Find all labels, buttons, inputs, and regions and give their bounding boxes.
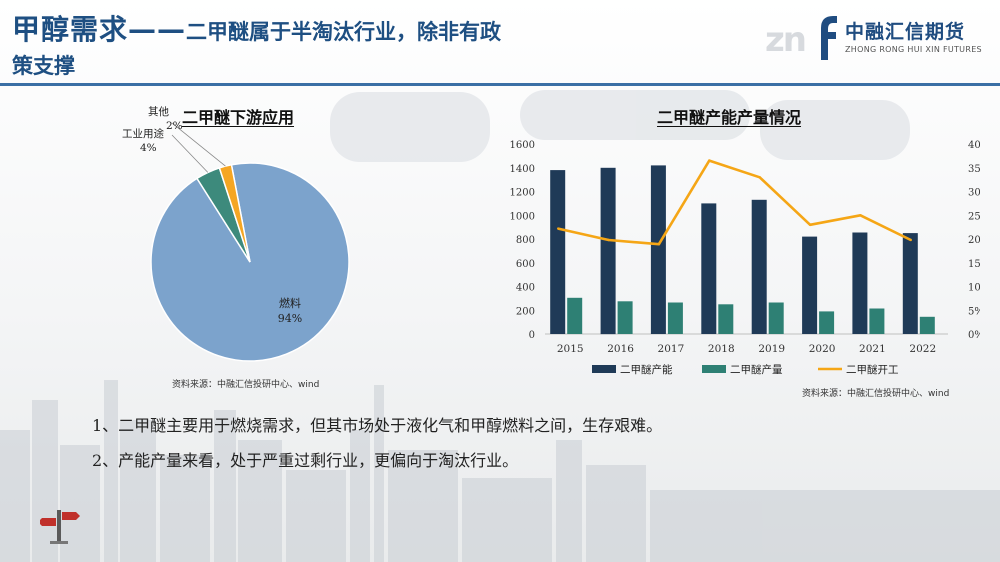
legend-label-0: 二甲醚产能	[620, 363, 673, 376]
bar-0-2	[650, 165, 666, 334]
y2-tick-0: 0%	[968, 330, 980, 341]
pie-label-1: 工业用途	[122, 127, 164, 140]
y2-tick-8: 40%	[968, 140, 980, 151]
bar-1-5	[819, 311, 835, 334]
y-tick-8: 1600	[510, 140, 535, 151]
bar-1-1	[617, 301, 633, 334]
pie-value-1: 4%	[140, 142, 157, 154]
company-logo: zn 中融汇信期货 ZHONG RONG HUI XIN FUTURES	[765, 14, 990, 64]
bar-1-0	[567, 297, 583, 334]
bar-0-0	[550, 170, 566, 334]
header-divider	[0, 83, 1000, 86]
bullet-2: 2、产能产量来看，处于严重过剩行业，更偏向于淘汰行业。	[92, 451, 519, 470]
y2-tick-2: 10%	[968, 283, 980, 294]
pie-label-0: 燃料	[279, 296, 301, 310]
x-tick-5: 2020	[809, 343, 836, 355]
x-tick-6: 2021	[859, 343, 886, 355]
title-line2: 策支撑	[12, 54, 75, 78]
line-series	[557, 159, 912, 246]
line-point-4	[758, 176, 761, 179]
bar-0-1	[600, 167, 616, 335]
title-sub: 二甲醚属于半淘汰行业，除非有政	[186, 20, 502, 44]
legend-label-1: 二甲醚产量	[730, 363, 783, 376]
signpost-icon	[40, 510, 80, 544]
bar-1-2	[667, 302, 683, 334]
x-tick-3: 2018	[708, 343, 735, 355]
bar-chart: 0 200 400 600 800 1000 1200 1400 1600 0% 5% 10% 15% 2…	[510, 140, 980, 376]
bar-1-4	[768, 302, 784, 334]
logo-f-icon	[821, 16, 837, 60]
y-tick-4: 800	[516, 235, 535, 246]
y-tick-0: 0	[529, 330, 535, 341]
y-tick-2: 400	[516, 283, 535, 294]
x-tick-4: 2019	[758, 343, 785, 355]
y2-tick-1: 5%	[968, 306, 980, 317]
y-tick-1: 200	[516, 306, 535, 317]
bullet-1: 1、二甲醚主要用于燃烧需求，但其市场处于液化气和甲醇燃料之间，生存艰难。	[92, 416, 663, 435]
line-point-1	[607, 238, 610, 242]
pie-value-0: 94%	[278, 312, 302, 325]
x-tick-2: 2017	[658, 343, 685, 355]
bar-0-4	[751, 199, 767, 334]
y-tick-7: 1400	[510, 164, 535, 175]
y2-tick-5: 25%	[968, 211, 980, 222]
line-point-0	[557, 227, 560, 230]
bar-1-6	[869, 308, 885, 334]
pie-value-2: 2%	[166, 120, 183, 132]
pie-leader-1	[171, 134, 209, 173]
x-tick-0: 2015	[557, 343, 584, 355]
line-point-5	[808, 223, 812, 226]
title-main: 甲醇需求——	[12, 13, 187, 46]
bar-0-6	[852, 232, 868, 334]
y2-tick-6: 30%	[968, 188, 980, 199]
line-point-3	[708, 159, 711, 162]
line-point-7	[909, 238, 912, 242]
y-tick-6: 1200	[510, 188, 535, 199]
y2-tick-3: 15%	[968, 259, 980, 270]
logo-name-cn: 中融汇信期货	[845, 21, 966, 43]
page-title: 甲醇需求——二甲醚属于半淘汰行业，除非有政 策支撑	[12, 8, 712, 80]
x-tick-1: 2016	[607, 343, 634, 355]
y2-tick-7: 35%	[968, 164, 980, 175]
pie-chart: 燃料 94% 工业用途 4% 其他 2%	[122, 105, 350, 362]
logo-mark: zn	[765, 20, 807, 60]
legend-swatch-1	[702, 365, 726, 373]
bar-0-5	[802, 236, 818, 334]
line-point-2	[657, 243, 661, 246]
y-tick-5: 1000	[510, 211, 535, 222]
pie-chart-source: 资料来源：中融汇信投研中心、wind	[172, 380, 320, 390]
bar-1-7	[919, 316, 935, 334]
y-tick-3: 600	[516, 259, 535, 270]
line-point-6	[859, 214, 862, 217]
pie-leader-2	[171, 122, 226, 167]
legend-label-2: 二甲醚开工	[846, 363, 899, 376]
logo-name-en: ZHONG RONG HUI XIN FUTURES	[845, 45, 982, 54]
pie-chart-title: 二甲醚下游应用	[182, 108, 295, 127]
pie-label-2: 其他	[148, 105, 169, 118]
bar-0-3	[701, 203, 717, 334]
bar-0-7	[902, 233, 918, 334]
bar-1-3	[718, 304, 734, 334]
x-tick-7: 2022	[909, 343, 936, 355]
bar-chart-title: 二甲醚产能产量情况	[657, 108, 802, 127]
legend-swatch-0	[592, 365, 616, 373]
y2-tick-4: 20%	[968, 235, 980, 246]
bar-chart-source: 资料来源：中融汇信投研中心、wind	[802, 389, 950, 399]
